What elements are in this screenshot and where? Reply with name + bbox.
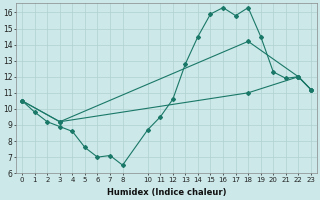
X-axis label: Humidex (Indice chaleur): Humidex (Indice chaleur) <box>107 188 226 197</box>
